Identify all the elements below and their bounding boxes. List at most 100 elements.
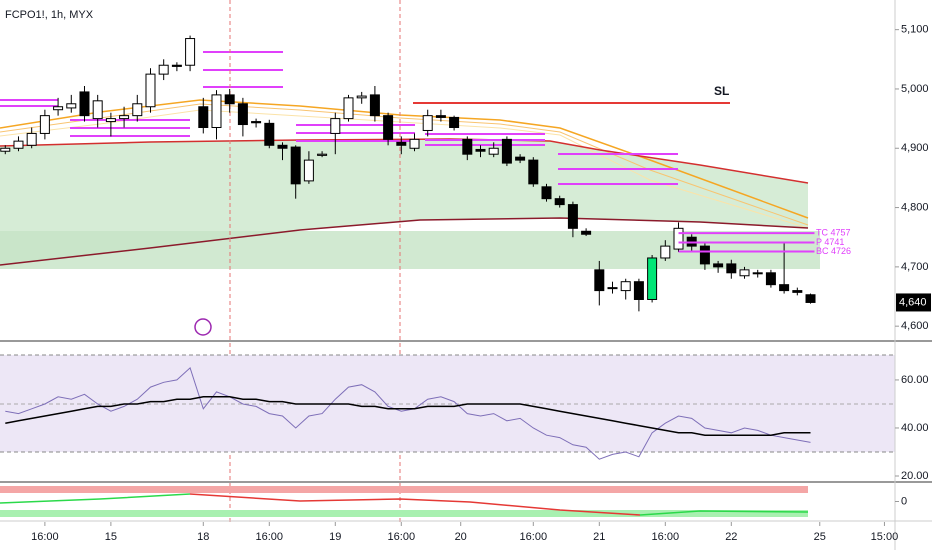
- chart-title: FCPO1!, 1h, MYX: [5, 9, 94, 21]
- x-tick-label: 22: [725, 531, 737, 543]
- candle-body: [369, 94, 380, 117]
- candle-body: [541, 186, 552, 200]
- candle-body: [713, 263, 724, 268]
- x-tick-label: 16:00: [652, 531, 680, 543]
- osc-line: [639, 510, 809, 516]
- candle-body: [198, 106, 209, 129]
- y-tick-label: 20.00: [901, 470, 929, 482]
- candle-body: [383, 115, 394, 140]
- candle-body: [409, 138, 420, 149]
- x-tick-label: 16:00: [256, 531, 284, 543]
- x-tick-label: 20: [455, 531, 467, 543]
- rsi-line: [5, 396, 811, 436]
- candle-body: [264, 122, 275, 146]
- candle-body: [105, 118, 116, 123]
- candle-body: [277, 144, 288, 149]
- candle-body: [158, 64, 169, 75]
- pivot-label: BC 4726: [816, 246, 851, 256]
- y-tick-label: 60.00: [901, 374, 929, 386]
- x-tick-label: 15:00: [871, 531, 899, 543]
- candle-body: [343, 97, 354, 120]
- candle-body: [79, 91, 90, 117]
- candle-body: [449, 116, 460, 129]
- x-tick-label: 18: [197, 531, 209, 543]
- y-tick-label: 5,000: [901, 83, 929, 95]
- candle-body: [792, 290, 803, 293]
- candle-body: [528, 159, 539, 185]
- value-area: [0, 231, 820, 269]
- candle-body: [581, 230, 592, 235]
- candle-body: [607, 287, 618, 290]
- candle-body: [739, 269, 750, 277]
- candle-body: [330, 118, 341, 134]
- x-tick-label: 21: [593, 531, 605, 543]
- y-tick-label: 40.00: [901, 422, 929, 434]
- candle-body: [290, 146, 301, 185]
- candle-body: [92, 100, 103, 120]
- pivot-label: P 4741: [816, 237, 844, 247]
- candle-body: [554, 198, 565, 206]
- candle-body: [620, 281, 631, 292]
- rsi-line: [5, 367, 811, 460]
- candle-body: [515, 156, 526, 161]
- x-tick-label: 16:00: [388, 531, 416, 543]
- candle-body: [211, 94, 222, 129]
- candle-body: [475, 148, 486, 152]
- candle-body: [501, 138, 512, 164]
- y-tick-label: 4,700: [901, 261, 929, 273]
- candle-body: [132, 103, 143, 117]
- candle-body: [0, 147, 11, 152]
- candle-body: [171, 64, 182, 67]
- candle-body: [660, 245, 671, 259]
- y-tick-label: 0: [901, 495, 907, 507]
- candle-body: [779, 284, 790, 292]
- pivot-label: TC 4757: [816, 227, 851, 237]
- x-tick-label: 15: [105, 531, 117, 543]
- candle-body: [251, 121, 262, 124]
- stop-loss-label: SL: [714, 84, 729, 98]
- candle-body: [765, 272, 776, 286]
- candle-body: [488, 147, 499, 155]
- candle-body: [422, 115, 433, 131]
- candle-body: [26, 132, 37, 146]
- candle-body: [13, 140, 24, 149]
- candle-body: [396, 141, 407, 146]
- event-icon[interactable]: [194, 318, 212, 336]
- y-tick-label: 4,800: [901, 201, 929, 213]
- osc-band-high: [0, 486, 808, 493]
- candle-body: [647, 257, 658, 300]
- x-tick-label: 16:00: [520, 531, 548, 543]
- candle-body: [699, 245, 710, 265]
- candle-body: [39, 115, 50, 134]
- y-tick-label: 5,100: [901, 24, 929, 36]
- candle-body: [356, 95, 367, 99]
- osc-line: [0, 493, 191, 504]
- candle-body: [224, 94, 235, 105]
- candle-body: [567, 204, 578, 229]
- last-price-box: [896, 293, 931, 312]
- candle-body: [237, 103, 248, 126]
- x-tick-label: 25: [814, 531, 826, 543]
- candle-body: [145, 73, 156, 108]
- osc-line: [189, 493, 641, 516]
- ema-dark: [0, 217, 809, 266]
- candle-body: [435, 115, 446, 118]
- pivot-history: [0, 51, 678, 185]
- x-tick-label: 19: [329, 531, 341, 543]
- candle-body: [726, 263, 737, 274]
- osc-band-low: [0, 510, 808, 517]
- candle-body: [594, 269, 605, 292]
- candle-body: [673, 227, 684, 250]
- last-price-label: 4,640: [899, 296, 927, 308]
- y-tick-label: 4,900: [901, 142, 929, 154]
- candle-body: [66, 103, 77, 109]
- candle-body: [53, 106, 64, 111]
- candle-body: [752, 272, 763, 275]
- candle-body: [303, 159, 314, 182]
- candle-body: [185, 38, 196, 66]
- candle-body: [633, 281, 644, 300]
- candle-body: [317, 153, 328, 156]
- x-tick-label: 16:00: [31, 531, 59, 543]
- candle-body: [805, 294, 816, 303]
